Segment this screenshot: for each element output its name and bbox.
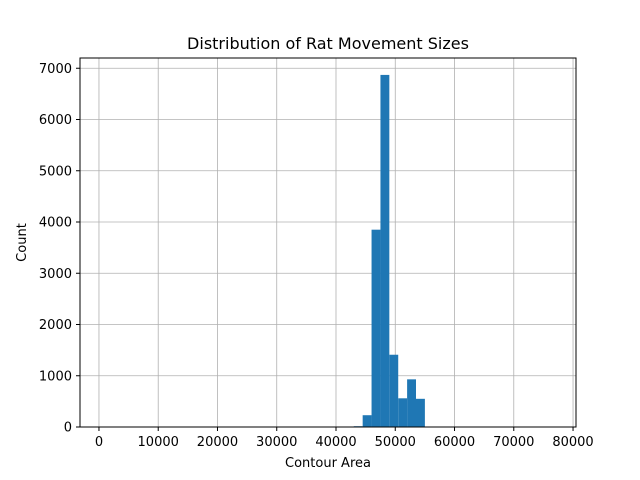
histogram-bar	[362, 415, 372, 427]
y-axis-label: Count	[15, 223, 30, 262]
x-axis-label: Contour Area	[285, 456, 371, 471]
x-tick-label: 20000	[197, 435, 238, 450]
x-tick-label: 40000	[315, 435, 356, 450]
x-tick-label: 70000	[493, 435, 534, 450]
y-tick-label: 2000	[39, 318, 72, 333]
x-tick-label: 80000	[552, 435, 593, 450]
histogram-bar	[407, 379, 416, 427]
histogram-bar	[398, 398, 408, 427]
x-tick-label: 0	[95, 435, 103, 450]
y-tick-label: 6000	[39, 113, 72, 128]
plot-frame	[79, 57, 577, 428]
x-tick-label: 10000	[138, 435, 179, 450]
grid	[80, 58, 576, 428]
histogram-bar	[389, 354, 399, 427]
histogram-bar	[416, 398, 425, 427]
y-tick-label: 5000	[39, 164, 72, 179]
chart-title: Distribution of Rat Movement Sizes	[187, 34, 469, 53]
y-tick-label: 0	[64, 421, 72, 436]
x-tick-label: 30000	[256, 435, 297, 450]
y-tick-label: 7000	[39, 62, 72, 77]
y-tick-label: 4000	[39, 216, 72, 231]
ticks: 0 10000 20000 30000 40000 50000 60000 70000 8000…	[39, 62, 594, 450]
y-tick-label: 1000	[39, 369, 72, 384]
y-tick-label: 3000	[39, 267, 72, 282]
histogram-bar	[380, 74, 390, 427]
x-tick-label: 50000	[375, 435, 416, 450]
histogram-bar	[371, 229, 381, 427]
x-tick-label: 60000	[434, 435, 475, 450]
